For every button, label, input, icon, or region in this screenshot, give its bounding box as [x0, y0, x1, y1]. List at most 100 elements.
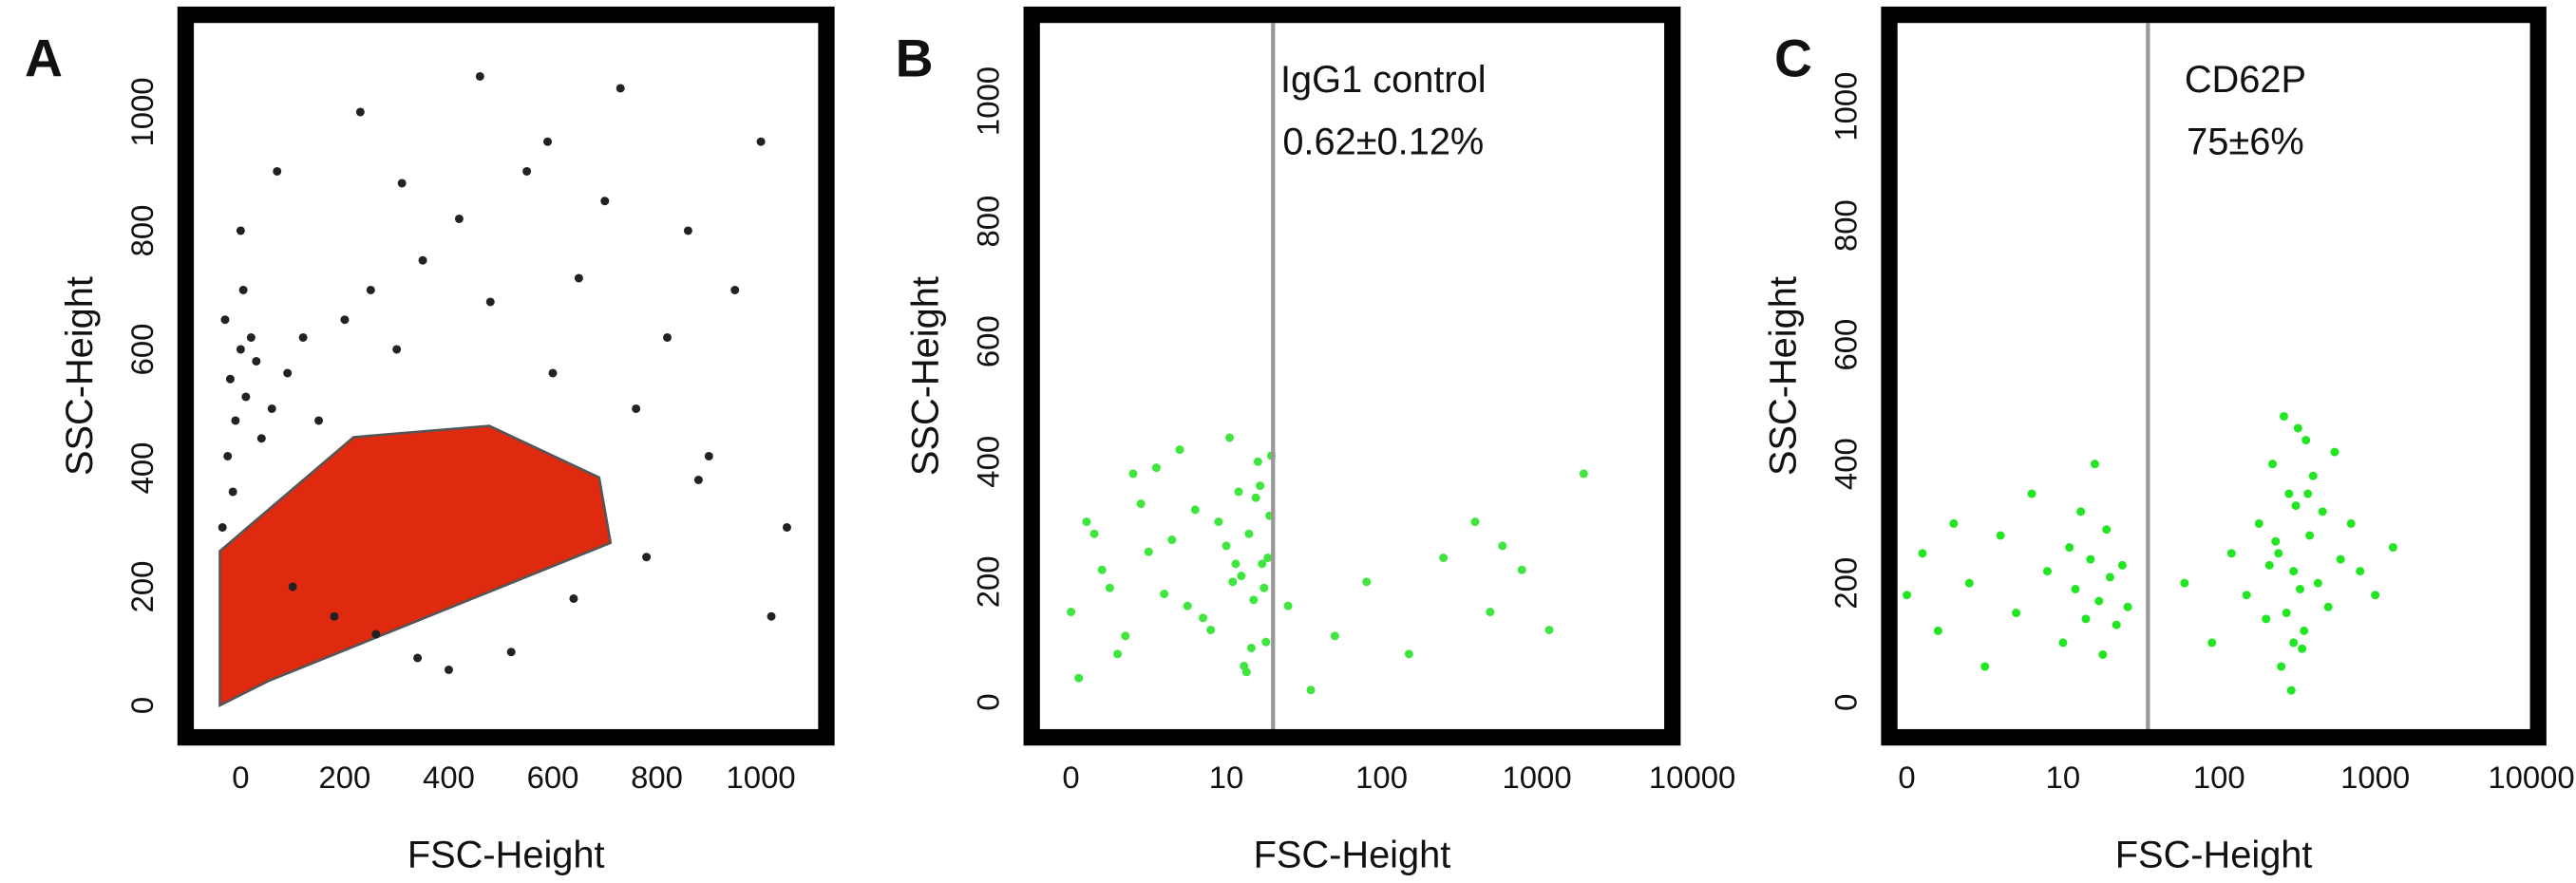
event-dot: [506, 648, 516, 657]
x-tick-label: 10000: [1649, 760, 1735, 795]
event-dot: [2371, 591, 2380, 600]
x-tick-label: 200: [319, 760, 371, 795]
event-dot: [2254, 518, 2263, 528]
event-dot: [231, 416, 240, 425]
y-tick-label: 0: [1828, 694, 1863, 711]
event-dot: [1144, 547, 1153, 556]
event-dot: [2313, 578, 2322, 588]
event-dot: [543, 137, 553, 146]
event-dot: [1980, 662, 1990, 671]
panel-letter: B: [896, 28, 934, 87]
plot-bg: [1897, 23, 2530, 729]
event-dot: [2289, 638, 2299, 648]
event-dot: [1256, 481, 1265, 491]
event-dot: [1183, 601, 1192, 611]
event-dot: [2286, 686, 2296, 695]
y-tick-label: 0: [971, 693, 1006, 710]
event-dot: [2323, 602, 2333, 611]
event-dot: [220, 315, 230, 325]
x-tick-label: 400: [423, 760, 475, 795]
event-dot: [1263, 554, 1273, 563]
event-dot: [1089, 529, 1099, 538]
event-dot: [1225, 433, 1235, 442]
event-dot: [1151, 463, 1161, 473]
event-dot: [683, 226, 692, 235]
x-axis-label: FSC-Height: [1254, 834, 1451, 875]
event-dot: [298, 332, 308, 342]
event-dot: [283, 368, 293, 378]
x-tick-label: 1000: [1503, 760, 1572, 795]
event-dot: [1251, 493, 1260, 502]
x-tick-label: 1000: [2340, 760, 2410, 795]
event-dot: [1330, 631, 1339, 641]
event-dot: [236, 345, 245, 354]
event-dot: [1439, 554, 1449, 563]
y-tick-label: 400: [971, 436, 1006, 488]
event-dot: [1306, 686, 1316, 695]
y-tick-label: 600: [971, 315, 1006, 367]
y-tick-label: 600: [124, 324, 160, 376]
y-tick-label: 600: [1828, 319, 1863, 371]
y-tick-label: 1000: [124, 77, 160, 146]
event-dot: [1933, 626, 1942, 635]
event-dot: [2308, 471, 2318, 480]
plot-frame: [1023, 6, 1681, 746]
event-dot: [548, 368, 558, 378]
event-dot: [693, 475, 703, 484]
event-dot: [2356, 567, 2365, 576]
event-dot: [1258, 559, 1267, 569]
event-dot: [2180, 578, 2189, 588]
event-dot: [1234, 487, 1243, 497]
event-dot: [1246, 643, 1256, 652]
y-tick-label: 800: [1828, 199, 1863, 252]
annotation: 75±6%: [2187, 122, 2304, 163]
event-dot: [444, 665, 453, 674]
event-dot: [2279, 411, 2288, 421]
y-tick-label: 0: [124, 697, 160, 714]
plot-frame: [177, 6, 835, 746]
event-dot: [2293, 423, 2302, 433]
event-dot: [2226, 549, 2236, 558]
x-tick-label: 0: [1898, 760, 1915, 795]
y-tick-label: 200: [1828, 557, 1863, 610]
event-dot: [1175, 445, 1184, 455]
event-dot: [1253, 457, 1262, 466]
event-dot: [288, 582, 297, 592]
event-dot: [756, 137, 766, 146]
event-dot: [1105, 583, 1114, 592]
event-dot: [2282, 609, 2291, 618]
event-dot: [1903, 591, 1912, 600]
y-tick-label: 1000: [971, 66, 1006, 136]
event-dot: [2117, 560, 2127, 570]
event-dot: [1237, 572, 1246, 581]
event-dot: [2058, 638, 2068, 648]
event-dot: [1579, 469, 1588, 479]
event-dot: [2094, 596, 2104, 606]
event-dot: [273, 166, 282, 176]
event-dot: [223, 451, 233, 460]
event-dot: [2071, 584, 2080, 593]
event-dot: [1283, 601, 1293, 611]
x-tick-label: 100: [2193, 760, 2245, 795]
y-axis-label: SSC-Height: [1763, 276, 1805, 476]
event-dot: [1074, 673, 1084, 683]
panel-letter: C: [1774, 28, 1812, 87]
y-axis-label: SSC-Height: [59, 276, 101, 476]
event-dot: [2098, 649, 2108, 659]
event-dot: [642, 553, 652, 562]
event-dot: [1222, 541, 1231, 551]
event-dot: [1362, 577, 1372, 587]
event-dot: [663, 332, 672, 342]
annotation: IgG1 control: [1280, 59, 1487, 101]
event-dot: [1996, 531, 2005, 540]
event-dot: [1167, 535, 1177, 545]
event-dot: [2076, 507, 2086, 517]
event-dot: [2086, 554, 2095, 564]
event-dot: [1244, 529, 1254, 538]
event-dot: [2298, 644, 2307, 653]
y-axis-label: SSC-Height: [905, 276, 947, 476]
event-dot: [2388, 543, 2397, 553]
event-dot: [1260, 583, 1269, 592]
event-dot: [1082, 517, 1091, 527]
